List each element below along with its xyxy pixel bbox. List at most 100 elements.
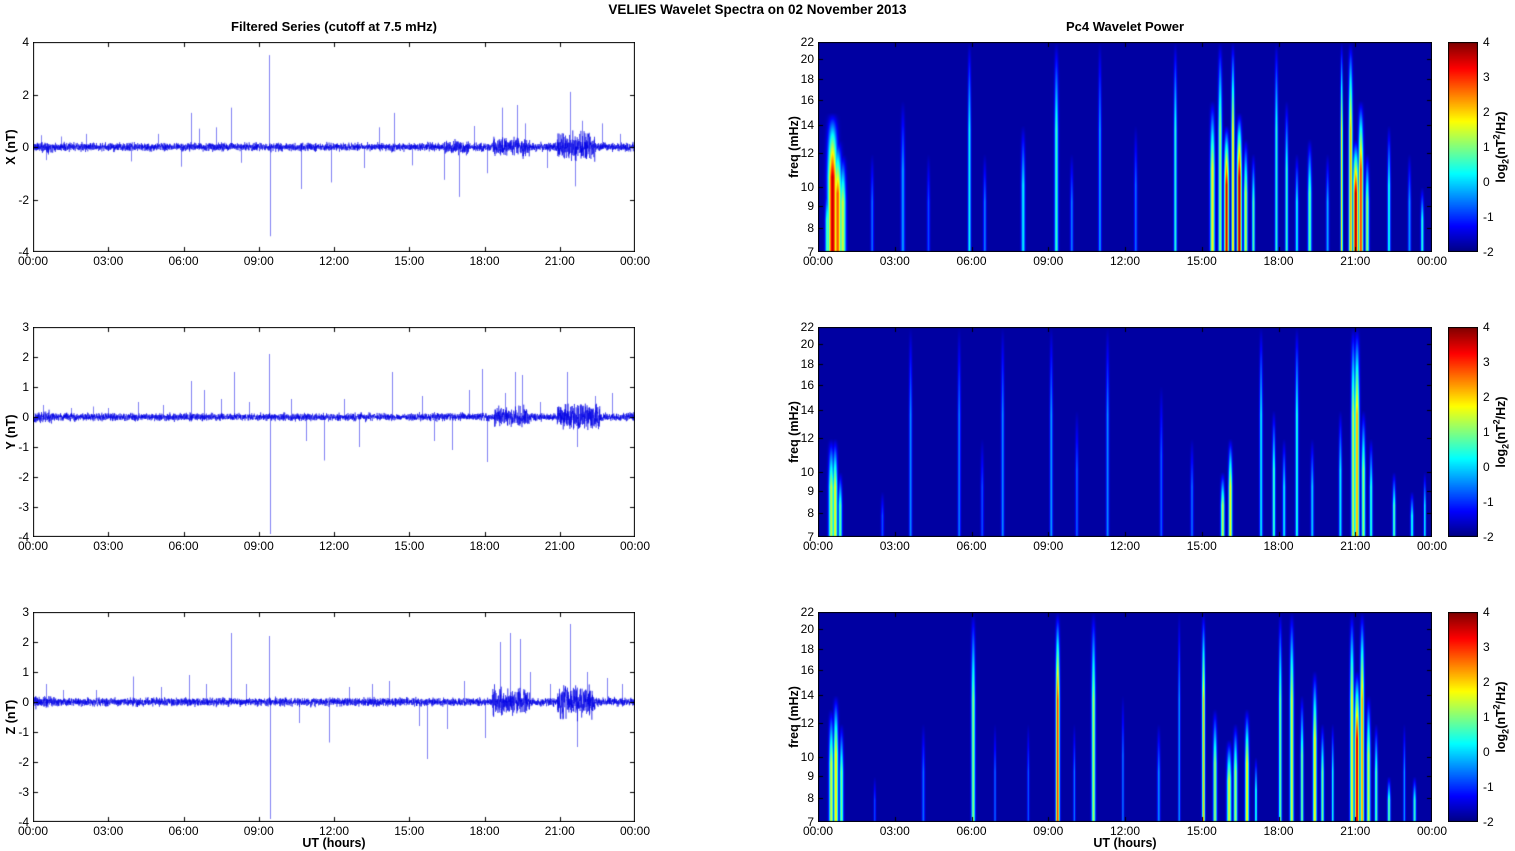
colorbar-label-part: (nT xyxy=(1493,709,1508,729)
colorbar-label-1: log2(nT2/Hz) xyxy=(1492,396,1511,467)
y-tick-label: 0 xyxy=(22,695,29,709)
wavelet-y-canvas xyxy=(818,327,1432,537)
x-tick-label: 15:00 xyxy=(1186,824,1217,838)
y-tick-label: -4 xyxy=(18,245,29,259)
x-tick-label: 00:00 xyxy=(1416,824,1448,838)
freq-tick-label: 10 xyxy=(800,179,814,194)
colorbar-tick-label: 2 xyxy=(1483,675,1490,689)
freq-tick-label: 8 xyxy=(807,220,814,235)
freq-tick-label: 22 xyxy=(800,605,814,619)
x-tick-label: 21:00 xyxy=(1340,254,1371,268)
colorbar-tick-label: 0 xyxy=(1483,175,1490,189)
freq-tick-label: 20 xyxy=(800,337,814,352)
wavelet-x-ylabel: freq (mHz) xyxy=(787,116,801,178)
x-tick-label: 00:00 xyxy=(17,254,49,268)
y-tick-label: -2 xyxy=(18,192,29,207)
x-tick-label: 18:00 xyxy=(1263,539,1294,553)
y-tick-label: 2 xyxy=(22,635,29,649)
colorbar-tick-label: -2 xyxy=(1483,815,1494,829)
x-tick-label: 18:00 xyxy=(469,824,500,838)
freq-tick-label: 20 xyxy=(800,52,814,67)
colorbar-label-part: 2 xyxy=(1491,134,1502,140)
x-tick-label: 00:00 xyxy=(1416,539,1448,553)
x-tick-label: 18:00 xyxy=(469,254,500,268)
colorbar-label-part: 2 xyxy=(1500,728,1511,734)
x-tick-label: 12:00 xyxy=(318,254,350,268)
y-tick-label: 3 xyxy=(22,320,29,334)
x-tick-label: 00:00 xyxy=(17,824,49,838)
freq-tick-label: 7 xyxy=(807,530,814,544)
y-tick-label: -2 xyxy=(18,755,29,769)
freq-tick-label: 16 xyxy=(800,93,814,108)
y-tick-label: 2 xyxy=(22,87,29,102)
colorbar-tick-label: 4 xyxy=(1483,35,1490,49)
x-tick-label: 09:00 xyxy=(243,539,274,553)
colorbar-label-part: 2 xyxy=(1500,443,1511,449)
colorbar-tick-label: -2 xyxy=(1483,245,1494,259)
colorbar-label-part: /Hz) xyxy=(1493,681,1508,705)
x-tick-label: 18:00 xyxy=(1263,824,1294,838)
freq-tick-label: 16 xyxy=(800,663,814,678)
freq-tick-label: 10 xyxy=(800,464,814,479)
freq-tick-label: 12 xyxy=(800,716,814,731)
x-tick-label: 15:00 xyxy=(394,254,425,268)
wavelet-y-ylabel: freq (mHz) xyxy=(787,401,801,463)
freq-tick-label: 8 xyxy=(807,790,814,805)
x-tick-label: 00:00 xyxy=(619,539,651,553)
freq-tick-label: 22 xyxy=(800,35,814,49)
x-tick-label: 12:00 xyxy=(1109,254,1141,268)
x-tick-label: 21:00 xyxy=(544,539,575,553)
x-tick-label: 09:00 xyxy=(1033,539,1064,553)
y-tick-label: 1 xyxy=(22,380,29,394)
y-tick-label: 0 xyxy=(22,140,29,154)
y-tick-label: 3 xyxy=(22,605,29,619)
freq-tick-label: 20 xyxy=(800,622,814,637)
y-tick-label: -1 xyxy=(18,725,29,739)
x-tick-label: 21:00 xyxy=(544,824,575,838)
x-tick-label: 18:00 xyxy=(1263,254,1294,268)
x-tick-label: 12:00 xyxy=(1109,824,1141,838)
x-tick-label: 15:00 xyxy=(1186,539,1217,553)
freq-tick-label: 18 xyxy=(800,641,814,656)
colorbar-tick-label: 1 xyxy=(1483,710,1490,724)
x-tick-label: 00:00 xyxy=(17,539,49,553)
colorbar-tick-label: 2 xyxy=(1483,390,1490,404)
colorbar-tick-label: -2 xyxy=(1483,530,1494,544)
colorbar-tick-label: 3 xyxy=(1483,70,1490,84)
freq-tick-label: 14 xyxy=(800,402,814,417)
x-tick-label: 06:00 xyxy=(168,539,199,553)
colorbar-label-part: log xyxy=(1493,163,1508,183)
x-tick-label: 00:00 xyxy=(1416,254,1448,268)
colorbar-label-part: /Hz) xyxy=(1493,396,1508,420)
colorbar-tick-label: 1 xyxy=(1483,425,1490,439)
x-tick-label: 03:00 xyxy=(93,539,124,553)
x-tick-label: 06:00 xyxy=(168,254,199,268)
x-tick-label: 00:00 xyxy=(802,824,834,838)
freq-tick-label: 9 xyxy=(807,198,814,213)
x-tick-label: 21:00 xyxy=(544,254,575,268)
freq-tick-label: 10 xyxy=(800,749,814,764)
x-tick-label: 06:00 xyxy=(956,254,987,268)
y-tick-label: 4 xyxy=(22,35,29,49)
right-x-axis-label: UT (hours) xyxy=(1093,836,1157,850)
y-tick-label: -2 xyxy=(18,470,29,484)
x-tick-label: 03:00 xyxy=(93,254,124,268)
colorbar-label-2: log2(nT2/Hz) xyxy=(1492,681,1511,752)
colorbar-label-0: log2(nT2/Hz) xyxy=(1492,111,1511,182)
x-tick-label: 15:00 xyxy=(1186,254,1217,268)
x-tick-label: 12:00 xyxy=(318,824,350,838)
left-x-axis-label: UT (hours) xyxy=(302,836,366,850)
y-tick-label: -1 xyxy=(18,440,29,454)
x-tick-label: 15:00 xyxy=(394,539,425,553)
freq-tick-label: 12 xyxy=(800,146,814,161)
colorbar-tick-label: 3 xyxy=(1483,640,1490,654)
colorbar-label-part: 2 xyxy=(1491,704,1502,710)
series-z-ylabel: Z (nT) xyxy=(4,699,18,735)
series-x-ylabel: X (nT) xyxy=(4,129,18,165)
freq-tick-label: 7 xyxy=(807,245,814,259)
x-tick-label: 12:00 xyxy=(1109,539,1141,553)
y-tick-label: 2 xyxy=(22,350,29,364)
series-z-canvas xyxy=(33,612,635,822)
colorbar-tick-label: 2 xyxy=(1483,105,1490,119)
